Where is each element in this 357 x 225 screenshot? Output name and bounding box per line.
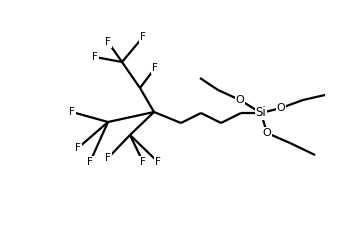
Text: F: F [140, 32, 146, 42]
Text: F: F [105, 153, 111, 163]
Text: O: O [277, 103, 285, 113]
Text: F: F [152, 63, 158, 73]
Text: Si: Si [256, 106, 266, 119]
Text: F: F [155, 157, 161, 167]
Text: F: F [92, 52, 98, 62]
Text: F: F [105, 37, 111, 47]
Text: O: O [263, 128, 271, 138]
Text: O: O [236, 95, 245, 105]
Text: F: F [140, 157, 146, 167]
Text: F: F [87, 157, 93, 167]
Text: F: F [69, 107, 75, 117]
Text: F: F [75, 143, 81, 153]
